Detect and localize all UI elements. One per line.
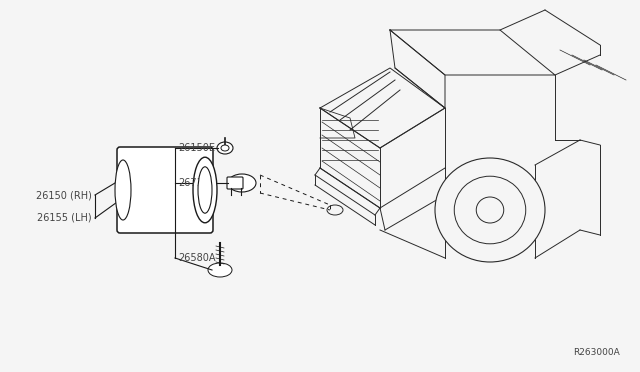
Text: 26150E: 26150E (178, 143, 215, 153)
Ellipse shape (115, 160, 131, 220)
Text: 26719: 26719 (178, 178, 209, 188)
Ellipse shape (208, 263, 232, 277)
FancyBboxPatch shape (117, 147, 213, 233)
Text: R263000A: R263000A (573, 348, 620, 357)
Ellipse shape (211, 265, 229, 275)
Text: 26155 (LH): 26155 (LH) (37, 213, 92, 223)
Ellipse shape (476, 197, 504, 223)
Ellipse shape (198, 167, 212, 213)
Text: 26150 (RH): 26150 (RH) (36, 190, 92, 200)
Ellipse shape (217, 142, 233, 154)
FancyBboxPatch shape (227, 177, 243, 189)
Ellipse shape (193, 157, 217, 223)
Ellipse shape (435, 158, 545, 262)
Ellipse shape (221, 145, 229, 151)
Ellipse shape (228, 174, 256, 192)
Text: 26580A: 26580A (178, 253, 216, 263)
Ellipse shape (454, 176, 525, 244)
